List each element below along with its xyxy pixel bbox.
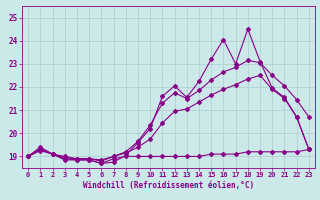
X-axis label: Windchill (Refroidissement éolien,°C): Windchill (Refroidissement éolien,°C) <box>83 181 254 190</box>
